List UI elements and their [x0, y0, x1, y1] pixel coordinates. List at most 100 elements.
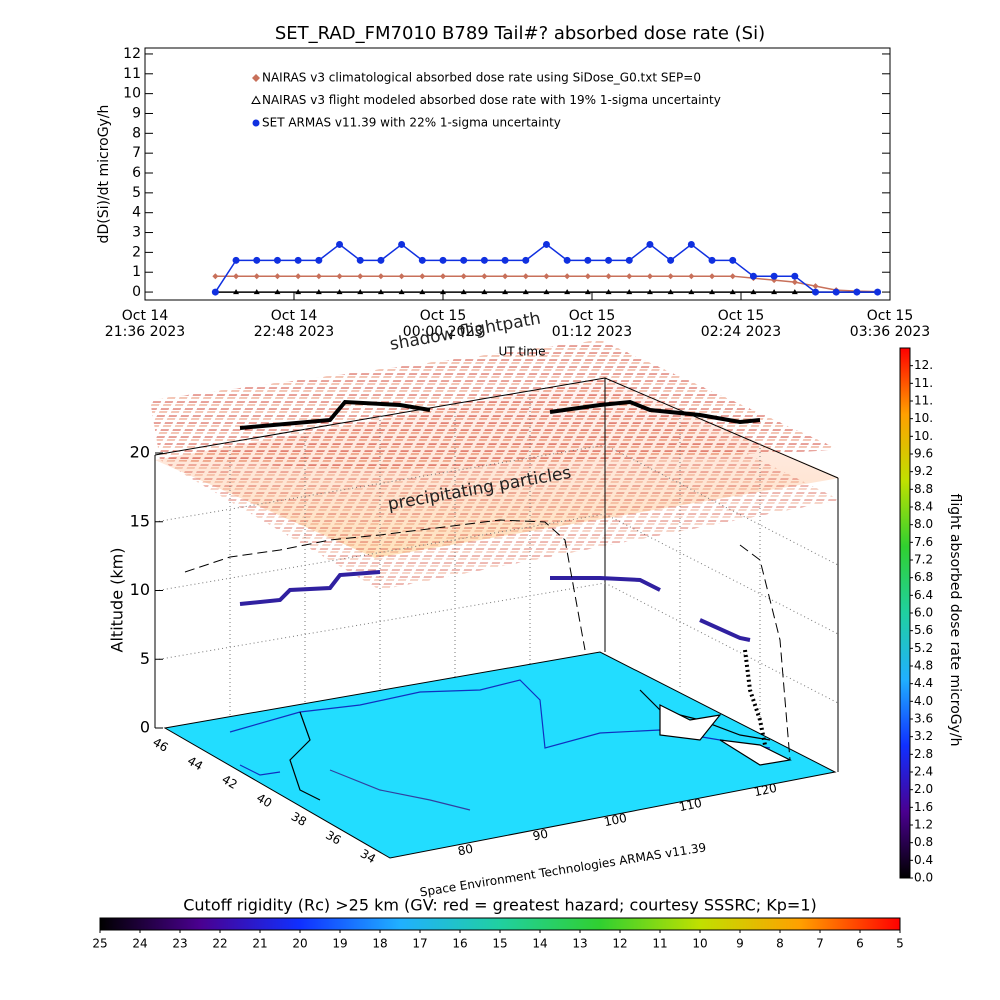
point [812, 283, 819, 290]
y-axis-label: dD(Si)/dt microGy/h [96, 105, 112, 244]
point [646, 240, 654, 248]
colorbar-tick-label: 11. [914, 376, 933, 390]
point [211, 288, 219, 296]
point [646, 273, 653, 280]
point [564, 273, 571, 280]
colorbar-tick-label: 14 [532, 937, 547, 951]
y-tick-label: 0 [132, 284, 141, 300]
legend-marker [251, 95, 261, 104]
colorbar-tick-label: 4.0 [914, 694, 933, 708]
legend-marker [252, 74, 260, 82]
colorbar-tick-label: 16 [452, 937, 467, 951]
z-tick-label: 15 [130, 511, 150, 530]
colorbar-tick-label: 2.8 [914, 747, 933, 761]
y-tick-label: 12 [123, 46, 141, 62]
colorbar-tick-label: 8.0 [914, 517, 933, 531]
x-axis-label: UT time [498, 345, 545, 359]
colorbar-tick-label: 3.2 [914, 729, 933, 743]
colorbar-tick-label: 11 [652, 937, 667, 951]
point [294, 256, 302, 264]
x-tick-label: Oct 15 01:12 2023 [552, 308, 632, 340]
point [460, 273, 467, 280]
colorbar-tick-label: 10. [914, 411, 933, 425]
lat-tick-label: 34 [358, 846, 378, 866]
colorbar-tick-label: 22 [212, 937, 227, 951]
colorbar-tick-label: 8 [776, 937, 784, 951]
point [626, 289, 633, 295]
lon-tick-label: 90 [531, 827, 549, 844]
point [377, 289, 384, 295]
series-line [214, 243, 878, 293]
y-tick-label: 10 [123, 86, 141, 102]
point [377, 273, 384, 280]
y-tick-label: 4 [132, 205, 141, 221]
colorbar-tick-label: 0.8 [914, 835, 933, 849]
colorbar-tick-label: 9.2 [914, 464, 933, 478]
colorbar-tick-label: 18 [372, 937, 387, 951]
chart-title: SET_RAD_FM7010 B789 Tail#? absorbed dose… [275, 23, 765, 44]
point [460, 256, 468, 264]
point [584, 256, 592, 264]
colorbar-tick-label: 5.6 [914, 623, 933, 637]
point [501, 256, 509, 264]
colorbar-tick-label: 6 [856, 937, 864, 951]
lat-tick-label: 42 [220, 772, 240, 792]
point [832, 288, 840, 296]
z-tick-label: 0 [140, 718, 150, 737]
point [357, 289, 364, 295]
colorbar [899, 347, 911, 879]
colorbar-tick-label: 9 [736, 937, 744, 951]
colorbar-tick-label: 7 [816, 937, 824, 951]
point [460, 289, 467, 295]
point [791, 279, 798, 286]
y-tick-label: 5 [132, 185, 141, 201]
point [336, 289, 343, 295]
point [729, 256, 737, 264]
lon-tick-label: 100 [603, 811, 628, 829]
colorbar-tick-label: 5 [896, 937, 904, 951]
flight-paths [184, 399, 791, 761]
point [791, 289, 798, 295]
colorbar-tick-label: 7.2 [914, 553, 933, 567]
point [440, 289, 446, 295]
point [481, 273, 488, 280]
point [398, 273, 405, 280]
x-tick-label: Oct 14 21:36 2023 [105, 308, 185, 340]
point [770, 272, 778, 280]
plot-frame [144, 47, 891, 301]
colorbar-tick-label: 12 [612, 937, 627, 951]
point [605, 273, 612, 280]
point [502, 289, 509, 295]
point [336, 273, 343, 280]
point [418, 256, 426, 264]
point [253, 273, 260, 280]
lon-tick-label: 120 [753, 781, 778, 799]
lon-tick-label: 110 [678, 796, 703, 814]
point [253, 256, 261, 264]
panel-3d [150, 340, 840, 859]
point [232, 256, 240, 264]
colorbar-tick-label: 4.4 [914, 676, 933, 690]
point [295, 273, 302, 280]
colorbar-tick-label: 21 [252, 937, 267, 951]
lat-tick-label: 40 [254, 791, 274, 811]
colorbar-tick-label: 8.4 [914, 500, 933, 514]
colorbar-tick-label: 25 [92, 937, 107, 951]
map-surface [163, 651, 837, 859]
lat-tick-label: 46 [150, 735, 170, 755]
z-tick-label: 5 [140, 649, 150, 668]
point [667, 289, 674, 295]
point [274, 273, 281, 280]
colorbar-tick-label: 8.8 [914, 482, 933, 496]
mesh-lower [160, 380, 840, 590]
point [688, 273, 695, 280]
lat-tick-label: 44 [185, 754, 205, 774]
lat-tick-label: 36 [323, 828, 343, 848]
colorbar-tick-label: 5.2 [914, 641, 933, 655]
point [253, 289, 260, 295]
y-tick-label: 11 [123, 66, 141, 82]
point [874, 288, 882, 296]
y-tick-label: 7 [132, 145, 141, 161]
point [481, 289, 488, 295]
side-edge [604, 377, 839, 479]
